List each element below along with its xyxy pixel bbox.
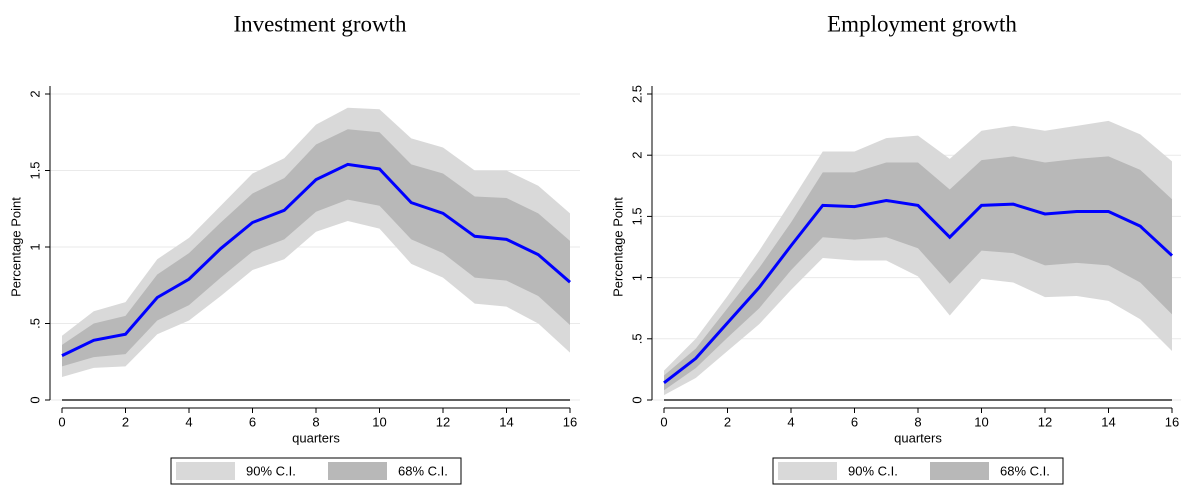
x-tick-label: 16 bbox=[1165, 414, 1179, 429]
y-tick-label: 1.5 bbox=[27, 161, 42, 179]
y-tick-label: .5 bbox=[27, 318, 42, 329]
x-tick-label: 10 bbox=[372, 414, 386, 429]
y-tick-label: 2 bbox=[629, 152, 644, 159]
chart-title: Investment growth bbox=[233, 11, 407, 36]
legend-swatch bbox=[176, 462, 235, 480]
panel: Investment growth 0 .5 1 1.5 2 0 2 4 6 8 10 12 14 16 qu… bbox=[8, 11, 580, 485]
y-axis-label: Percentage Point bbox=[8, 197, 23, 297]
y-tick-label: 0 bbox=[27, 396, 42, 403]
x-tick-label: 12 bbox=[436, 414, 450, 429]
y-tick-label: 1 bbox=[629, 274, 644, 281]
legend-label: 68% C.I. bbox=[398, 463, 448, 478]
x-tick-label: 2 bbox=[122, 414, 129, 429]
x-tick-label: 2 bbox=[724, 414, 731, 429]
x-tick-label: 6 bbox=[851, 414, 858, 429]
legend-swatch bbox=[930, 462, 989, 480]
panel: Employment growth 0 .5 1 1.5 2 2.5 0 2 4 6 8 10 12 14 1… bbox=[610, 11, 1181, 485]
x-tick-label: 14 bbox=[1101, 414, 1115, 429]
y-tick-label: 2 bbox=[27, 90, 42, 97]
x-tick-label: 10 bbox=[974, 414, 988, 429]
x-tick-label: 4 bbox=[787, 414, 794, 429]
ci-band bbox=[62, 129, 570, 367]
y-tick-label: 1.5 bbox=[629, 207, 644, 225]
legend-swatch bbox=[328, 462, 387, 480]
x-tick-label: 4 bbox=[185, 414, 192, 429]
y-tick-label: 0 bbox=[629, 396, 644, 403]
y-tick-label: .5 bbox=[629, 333, 644, 344]
x-tick-label: 0 bbox=[660, 414, 667, 429]
legend-swatch bbox=[778, 462, 837, 480]
legend-label: 68% C.I. bbox=[1000, 463, 1050, 478]
x-axis-label: quarters bbox=[894, 430, 942, 445]
y-axis-label: Percentage Point bbox=[610, 197, 625, 297]
x-axis-label: quarters bbox=[292, 430, 340, 445]
x-tick-label: 0 bbox=[58, 414, 65, 429]
y-tick-label: 2.5 bbox=[629, 85, 644, 103]
x-tick-label: 14 bbox=[499, 414, 513, 429]
x-tick-label: 12 bbox=[1038, 414, 1052, 429]
legend-label: 90% C.I. bbox=[246, 463, 296, 478]
x-tick-label: 6 bbox=[249, 414, 256, 429]
chart-title: Employment growth bbox=[827, 11, 1017, 36]
x-tick-label: 8 bbox=[312, 414, 319, 429]
line bbox=[663, 198, 1174, 385]
x-tick-label: 8 bbox=[914, 414, 921, 429]
line bbox=[61, 162, 571, 357]
x-tick-label: 16 bbox=[563, 414, 577, 429]
legend-label: 90% C.I. bbox=[848, 463, 898, 478]
y-tick-label: 1 bbox=[27, 243, 42, 250]
